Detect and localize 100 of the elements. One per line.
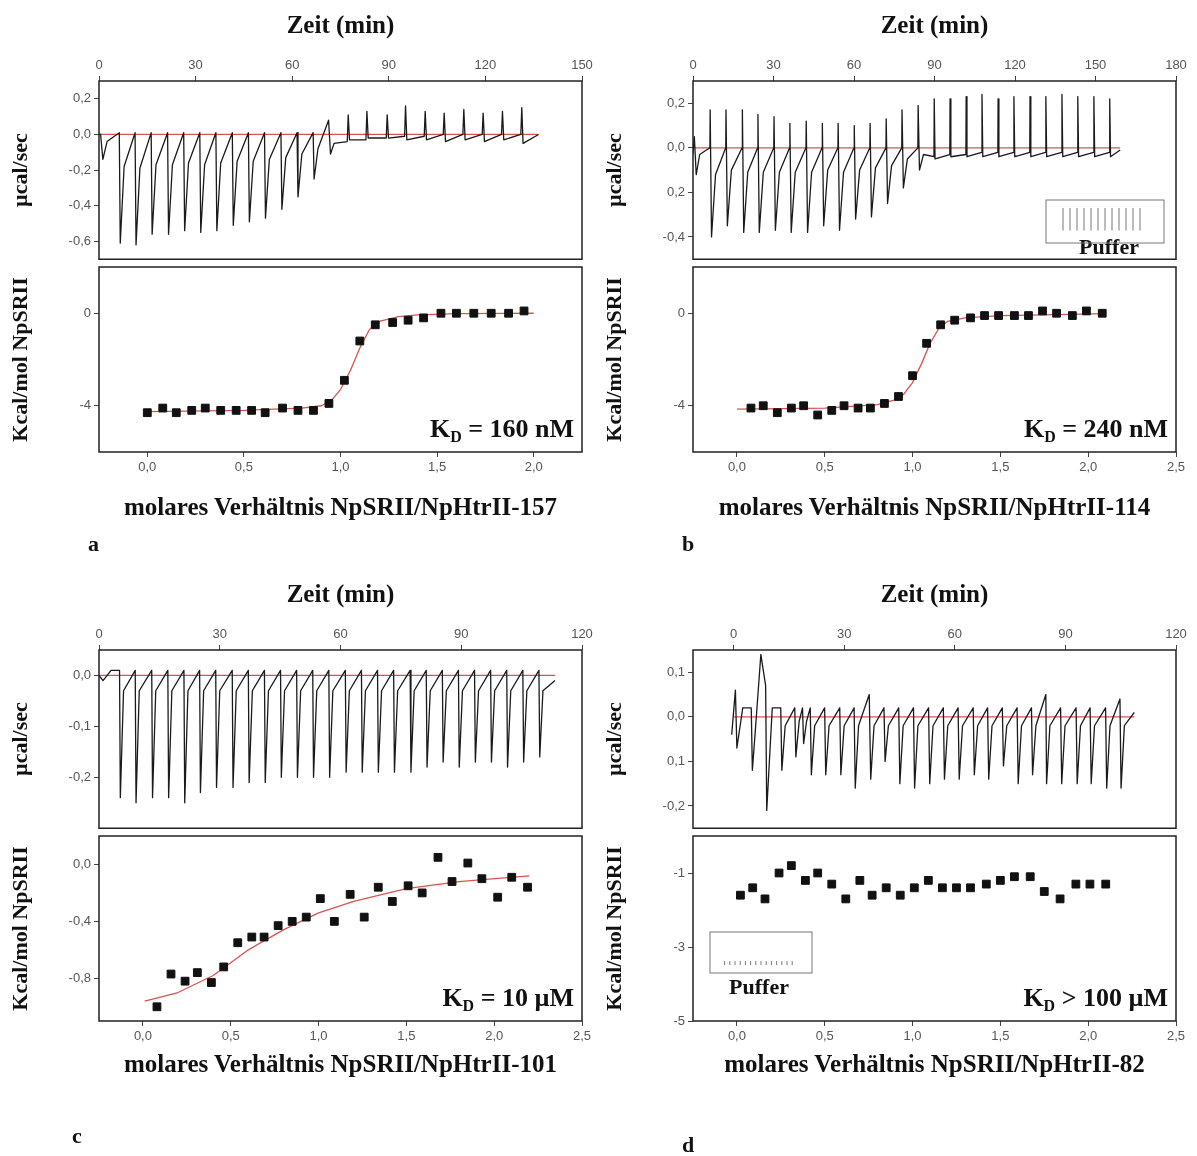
point [370, 320, 380, 330]
point [504, 308, 513, 318]
point [881, 883, 891, 893]
x-tick-label: 1,0 [309, 1028, 328, 1044]
text: c [72, 1122, 82, 1148]
point [909, 883, 919, 893]
x-tick-label: 150 [1084, 56, 1107, 72]
x-tick-label: 1,5 [397, 1028, 416, 1044]
x-tick-label: 0 [95, 56, 103, 72]
point [233, 938, 243, 948]
x-axis-title: Zeit (min) [880, 580, 989, 609]
y-tick-label: 0 [83, 304, 91, 320]
point [329, 917, 339, 926]
annotation: Puffer [1079, 233, 1140, 259]
point [827, 879, 837, 889]
point [324, 399, 334, 408]
point [419, 313, 428, 323]
x-tick-label: 30 [836, 625, 852, 641]
y-tick-label: -0,1 [68, 717, 91, 733]
x-tick-label: 120 [1165, 625, 1187, 641]
point [1082, 306, 1091, 316]
y-axis-title: µcal/sec [6, 132, 32, 207]
point [936, 320, 946, 330]
y-axis-title: Kcal/mol NpSRII [600, 277, 626, 442]
point [373, 882, 383, 892]
point [452, 308, 461, 318]
y-tick-label: -0,4 [662, 228, 685, 244]
x-tick-label: 2,5 [572, 1028, 592, 1044]
point [1039, 887, 1049, 896]
x-tick-label: 2,0 [524, 459, 543, 475]
x-tick-label: 2,0 [485, 1028, 504, 1044]
point [880, 399, 889, 408]
y-tick-label: -0,2 [68, 161, 91, 177]
y-tick-label: -0,2 [68, 768, 91, 784]
y-axis-title: µcal/sec [600, 132, 626, 207]
point [758, 401, 768, 411]
point [339, 375, 349, 385]
point [813, 410, 823, 420]
y-tick-label: 0,0 [72, 856, 91, 872]
x-axis-title: Zeit (min) [880, 11, 989, 40]
point [293, 405, 303, 415]
y-tick-label: -5 [673, 1012, 685, 1028]
point [171, 408, 181, 418]
point [813, 868, 823, 878]
x-tick-label: 30 [188, 56, 203, 72]
x-axis-title: molares Verhältnis NpSRII/NpHtrII-114 [718, 493, 1151, 521]
point [894, 392, 903, 401]
x-axis-title: Zeit (min) [286, 11, 395, 40]
point [786, 861, 796, 870]
point [746, 403, 756, 413]
x-axis-title: molares Verhältnis NpSRII/NpHtrII-82 [724, 1050, 1145, 1078]
x-tick-label: 1,5 [991, 459, 1010, 475]
point [486, 308, 496, 318]
point [1025, 872, 1035, 882]
x-axis-title: molares Verhältnis NpSRII/NpHtrII-101 [124, 1050, 557, 1078]
point [417, 888, 427, 898]
point [952, 883, 961, 893]
point [801, 876, 810, 885]
x-axis-title: molares Verhältnis NpSRII/NpHtrII-157 [124, 493, 557, 521]
point [507, 872, 517, 882]
y-tick-label: -0,2 [662, 797, 685, 813]
point [772, 408, 782, 418]
point [309, 405, 318, 415]
point [436, 308, 446, 318]
x-tick-label: 0 [95, 625, 103, 641]
x-tick-label: 60 [284, 56, 300, 72]
point [908, 371, 917, 381]
point [273, 921, 283, 931]
x-tick-label: 0 [729, 625, 738, 641]
point [1038, 306, 1047, 316]
point [345, 889, 355, 899]
y-tick-label: -4 [79, 397, 91, 413]
y-axis-title: µcal/sec [600, 701, 626, 776]
y-tick-label: -4 [673, 397, 685, 413]
point [1101, 879, 1111, 889]
x-tick-label: 1,5 [428, 459, 447, 475]
x-tick-label: 2,5 [1166, 459, 1186, 475]
x-tick-label: 0,5 [221, 1028, 240, 1044]
point [477, 874, 487, 884]
x-tick-label: 60 [333, 625, 348, 641]
x-tick-label: 0,0 [727, 1028, 746, 1044]
point [247, 932, 257, 942]
x-tick-label: 2,0 [1079, 459, 1098, 475]
x-tick-label: 0,5 [234, 459, 253, 475]
x-tick-label: 180 [1165, 56, 1187, 72]
point [774, 868, 784, 878]
x-tick-label: 120 [571, 625, 593, 641]
point [839, 401, 849, 411]
point [867, 890, 877, 900]
point [799, 401, 809, 411]
point [388, 318, 398, 327]
x-tick-label: 0 [689, 56, 697, 72]
point [922, 338, 931, 348]
point [403, 881, 413, 891]
point [180, 976, 190, 986]
text: b [682, 530, 695, 556]
y-tick-label: -0,8 [68, 969, 91, 985]
point [895, 890, 905, 900]
y-axis-title: Kcal/mol NpSRII [600, 846, 626, 1011]
x-tick-label: 120 [474, 56, 497, 72]
